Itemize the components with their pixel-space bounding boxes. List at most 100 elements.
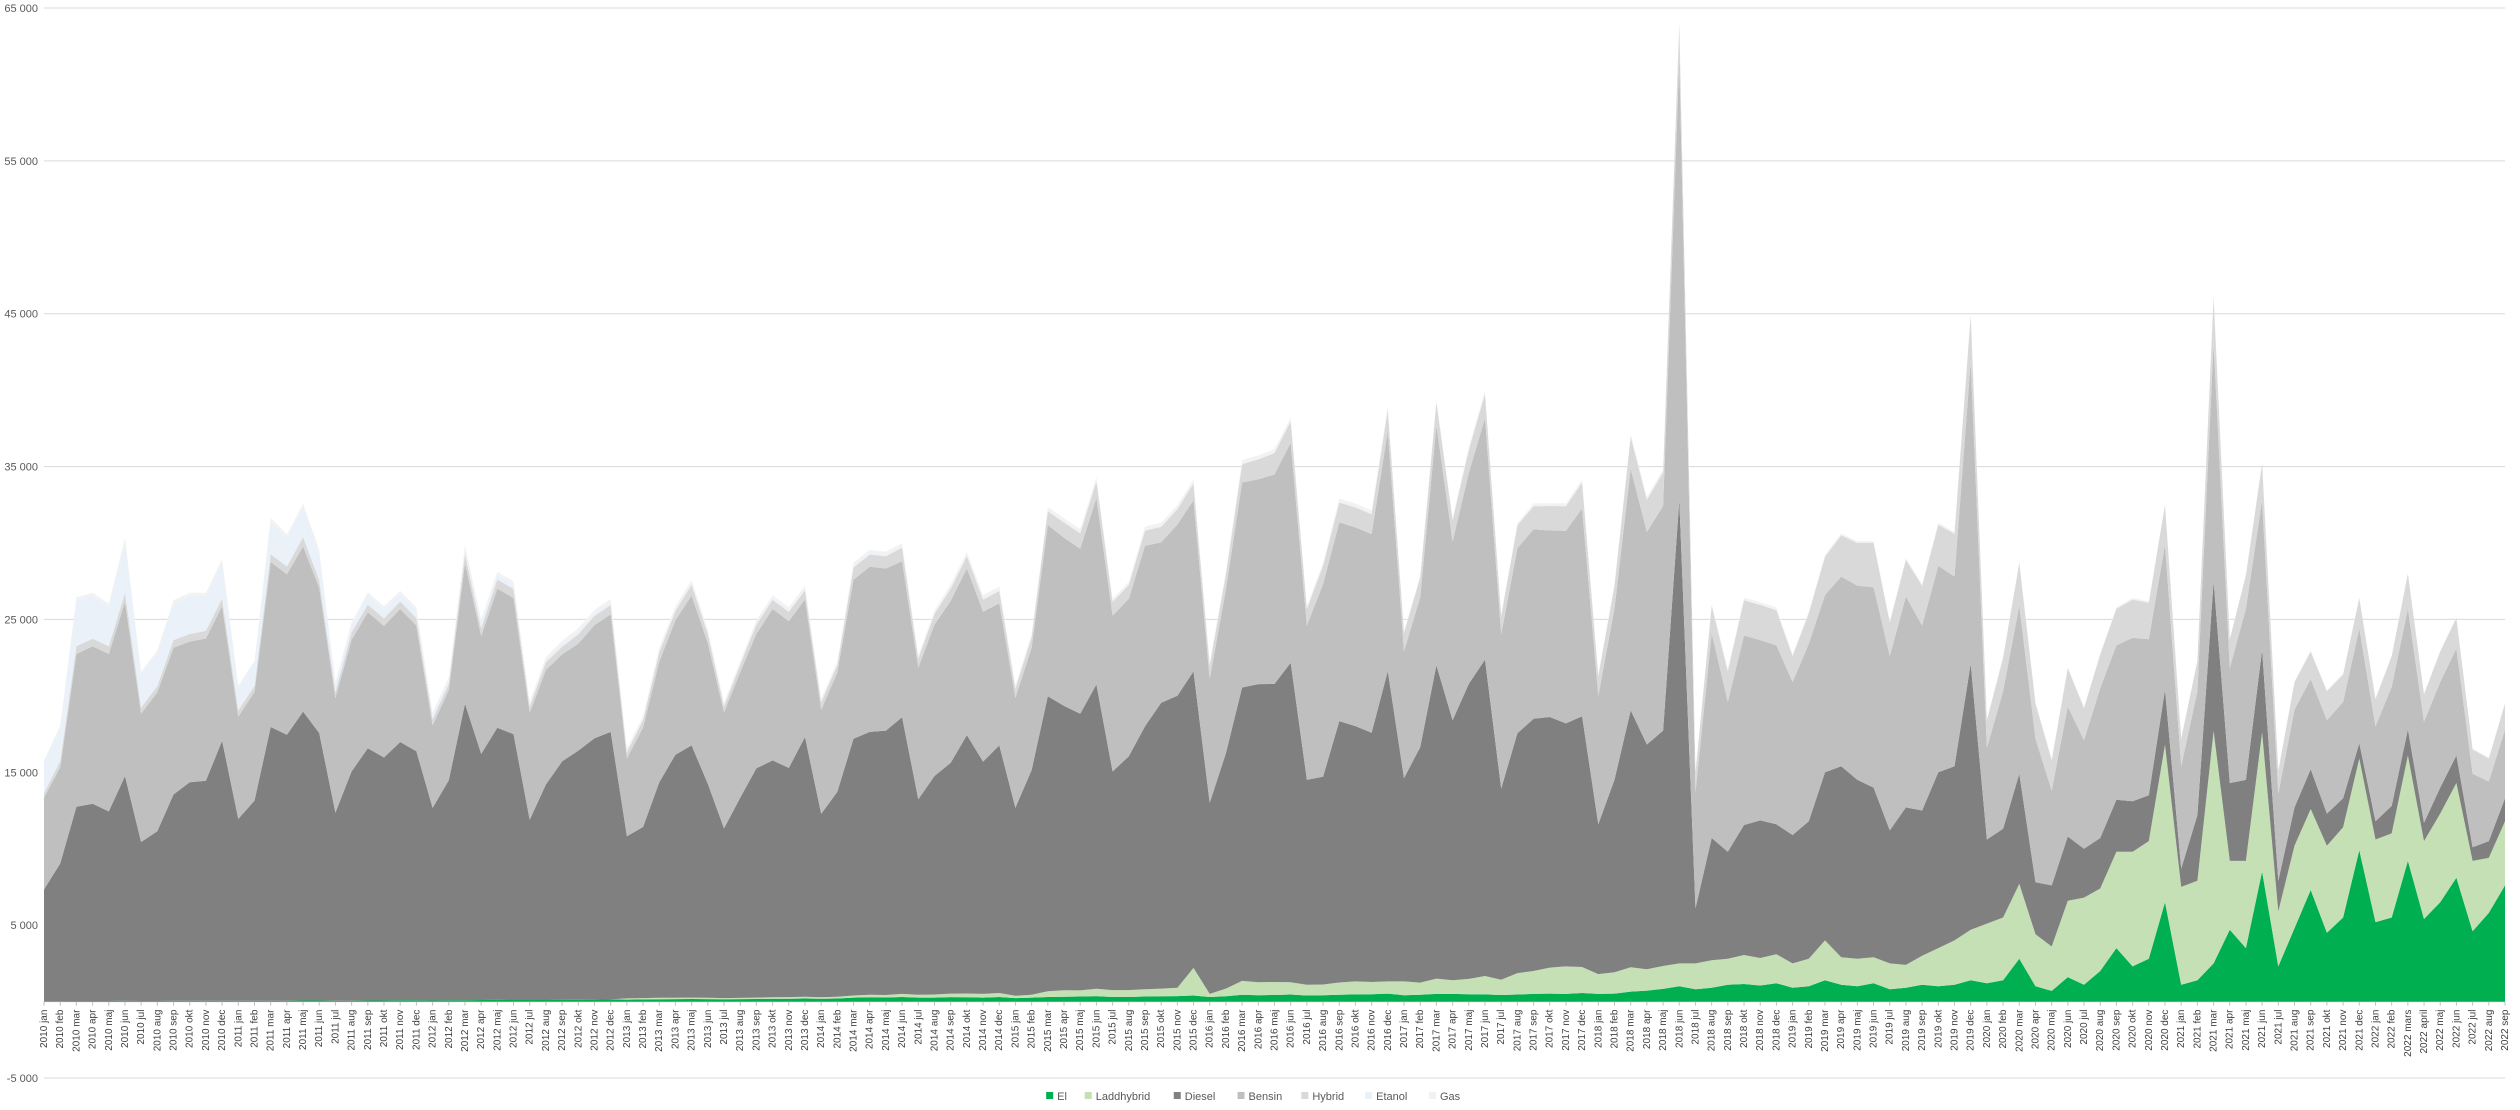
- x-tick-label: 2010 okt: [185, 1009, 196, 1048]
- legend-label: El: [1057, 1091, 1067, 1103]
- x-tick-label: 2013 sep: [751, 1009, 762, 1051]
- x-tick-label: 2021 dec: [2354, 1010, 2365, 1051]
- x-tick-label: 2013 jun: [703, 1010, 714, 1048]
- x-tick-label: 2011 aug: [347, 1010, 358, 1051]
- x-tick-label: 2011 apr: [282, 1009, 293, 1048]
- x-tick-label: 2015 sep: [1140, 1009, 1151, 1051]
- x-tick-label: 2010 jan: [39, 1010, 50, 1048]
- x-tick-label: 2016 nov: [1367, 1010, 1378, 1051]
- area-series-bensin: [44, 58, 2505, 909]
- x-tick-label: 2011 mar: [266, 1009, 277, 1051]
- x-tick-label: 2017 feb: [1415, 1009, 1426, 1048]
- x-tick-label: 2016 dec: [1383, 1010, 1394, 1051]
- x-tick-label: 2019 okt: [1933, 1009, 1944, 1048]
- x-tick-label: 2018 okt: [1739, 1009, 1750, 1048]
- x-tick-label: 2020 apr: [2030, 1009, 2041, 1049]
- x-tick-label: 2010 mar: [71, 1009, 82, 1052]
- x-tick-label: 2020 jan: [1982, 1010, 1993, 1048]
- x-tick-label: 2018 sep: [1723, 1009, 1734, 1051]
- legend-label: Gas: [1440, 1091, 1461, 1103]
- x-tick-label: 2011 sep: [363, 1009, 374, 1050]
- x-tick-label: 2014 aug: [929, 1010, 940, 1052]
- x-tick-label: 2019 maj: [1852, 1010, 1863, 1051]
- x-tick-label: 2015 nov: [1172, 1010, 1183, 1051]
- x-tick-label: 2022 jun: [2451, 1010, 2462, 1048]
- x-tick-label: 2010 dec: [217, 1010, 228, 1051]
- area-series-el: [44, 850, 2505, 1002]
- x-tick-label: 2022 mars: [2403, 1010, 2414, 1057]
- x-tick-label: 2020 okt: [2128, 1009, 2139, 1048]
- x-tick-label: 2020 mar: [2014, 1009, 2025, 1052]
- x-tick-label: 2011 feb: [249, 1009, 260, 1048]
- x-tick-label: 2013 feb: [638, 1009, 649, 1048]
- x-tick-label: 2022 jan: [2370, 1010, 2381, 1048]
- x-tick-label: 2022 maj: [2435, 1010, 2446, 1051]
- x-tick-label: 2017 dec: [1577, 1010, 1588, 1051]
- x-tick-label: 2020 jul: [2079, 1010, 2090, 1045]
- x-tick-label: 2016 feb: [1221, 1009, 1232, 1048]
- x-tick-label: 2022 april: [2419, 1010, 2430, 1054]
- x-tick-label: 2017 jan: [1399, 1010, 1410, 1048]
- y-tick-label: 35 000: [4, 462, 38, 474]
- x-tick-label: 2013 jul: [719, 1010, 730, 1045]
- x-tick-label: 2013 aug: [735, 1010, 746, 1052]
- legend-item-bensin: Bensin: [1237, 1091, 1282, 1103]
- x-tick-label: 2010 maj: [104, 1010, 115, 1051]
- x-tick-label: 2012 aug: [541, 1010, 552, 1052]
- x-tick-label: 2022 sep: [2500, 1009, 2511, 1051]
- x-tick-label: 2022 jul: [2468, 1010, 2479, 1045]
- x-tick-label: 2020 sep: [2111, 1009, 2122, 1051]
- x-tick-label: 2017 sep: [1529, 1009, 1540, 1051]
- x-tick-label: 2014 okt: [962, 1009, 973, 1048]
- legend-swatch: [1365, 1092, 1373, 1099]
- legend-item-el: El: [1046, 1091, 1067, 1103]
- x-tick-label: 2014 jun: [897, 1010, 908, 1048]
- legend-swatch: [1301, 1092, 1309, 1099]
- y-tick-label: -5 000: [7, 1073, 38, 1085]
- x-tick-label: 2018 jun: [1674, 1010, 1685, 1048]
- x-tick-label: 2015 okt: [1156, 1009, 1167, 1048]
- legend-swatch: [1046, 1092, 1054, 1099]
- x-tick-label: 2017 mar: [1431, 1009, 1442, 1052]
- x-tick-label: 2011 nov: [395, 1010, 406, 1050]
- legend-item-gas: Gas: [1428, 1091, 1461, 1103]
- x-tick-label: 2014 jan: [816, 1010, 827, 1048]
- x-tick-label: 2021 feb: [2192, 1009, 2203, 1048]
- x-tick-label: 2021 apr: [2225, 1009, 2236, 1049]
- x-tick-label: 2018 maj: [1658, 1010, 1669, 1051]
- y-tick-label: 55 000: [4, 156, 38, 168]
- x-tick-label: 2020 aug: [2095, 1010, 2106, 1052]
- x-tick-label: 2021 aug: [2290, 1010, 2301, 1052]
- legend-swatch: [1084, 1092, 1092, 1099]
- x-tick-label: 2015 jun: [1091, 1010, 1102, 1048]
- x-tick-label: 2014 mar: [849, 1009, 860, 1052]
- x-tick-label: 2018 mar: [1626, 1009, 1637, 1052]
- x-tick-label: 2011 dec: [411, 1010, 422, 1050]
- x-tick-label: 2015 feb: [1027, 1009, 1038, 1048]
- legend-label: Etanol: [1376, 1091, 1407, 1103]
- x-tick-label: 2012 sep: [557, 1009, 568, 1051]
- x-tick-label: 2019 feb: [1804, 1009, 1815, 1048]
- x-tick-label: 2021 sep: [2306, 1009, 2317, 1051]
- x-tick-label: 2015 maj: [1075, 1010, 1086, 1051]
- x-tick-label: 2011 jul: [330, 1010, 341, 1044]
- legend-item-hybrid: Hybrid: [1301, 1091, 1344, 1103]
- x-tick-label: 2020 dec: [2160, 1010, 2171, 1051]
- x-tick-label: 2016 jul: [1302, 1010, 1313, 1045]
- x-tick-label: 2017 aug: [1512, 1010, 1523, 1052]
- x-tick-label: 2013 maj: [687, 1010, 698, 1051]
- x-tick-label: 2018 jan: [1593, 1010, 1604, 1048]
- x-tick-label: 2018 aug: [1707, 1010, 1718, 1052]
- x-tick-label: 2019 jun: [1869, 1010, 1880, 1048]
- x-tick-label: 2021 jul: [2273, 1010, 2284, 1045]
- series-areas: [44, 20, 2505, 1002]
- x-tick-label: 2011 jun: [314, 1010, 325, 1048]
- x-tick-label: 2018 apr: [1642, 1009, 1653, 1049]
- x-tick-label: 2017 okt: [1545, 1009, 1556, 1048]
- y-tick-label: 65 000: [4, 3, 38, 15]
- x-tick-label: 2012 jun: [509, 1010, 520, 1048]
- y-tick-label: 25 000: [4, 614, 38, 626]
- x-tick-label: 2016 jun: [1286, 1010, 1297, 1048]
- x-tick-label: 2012 okt: [573, 1009, 584, 1048]
- legend-label: Hybrid: [1312, 1091, 1344, 1103]
